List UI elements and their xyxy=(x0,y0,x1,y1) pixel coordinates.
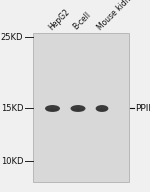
Ellipse shape xyxy=(72,109,84,112)
Text: PPIF: PPIF xyxy=(135,104,150,113)
Ellipse shape xyxy=(46,109,59,112)
Text: 15KD: 15KD xyxy=(1,104,23,113)
Text: 10KD: 10KD xyxy=(1,157,23,166)
Text: Mouse kidney: Mouse kidney xyxy=(96,0,139,32)
Bar xyxy=(33,33,129,182)
Ellipse shape xyxy=(96,105,108,112)
Text: HepG2: HepG2 xyxy=(47,7,72,32)
Ellipse shape xyxy=(70,105,86,112)
Text: B-cell: B-cell xyxy=(71,10,92,32)
Ellipse shape xyxy=(97,109,107,112)
Text: 25KD: 25KD xyxy=(1,33,23,42)
Ellipse shape xyxy=(45,105,60,112)
